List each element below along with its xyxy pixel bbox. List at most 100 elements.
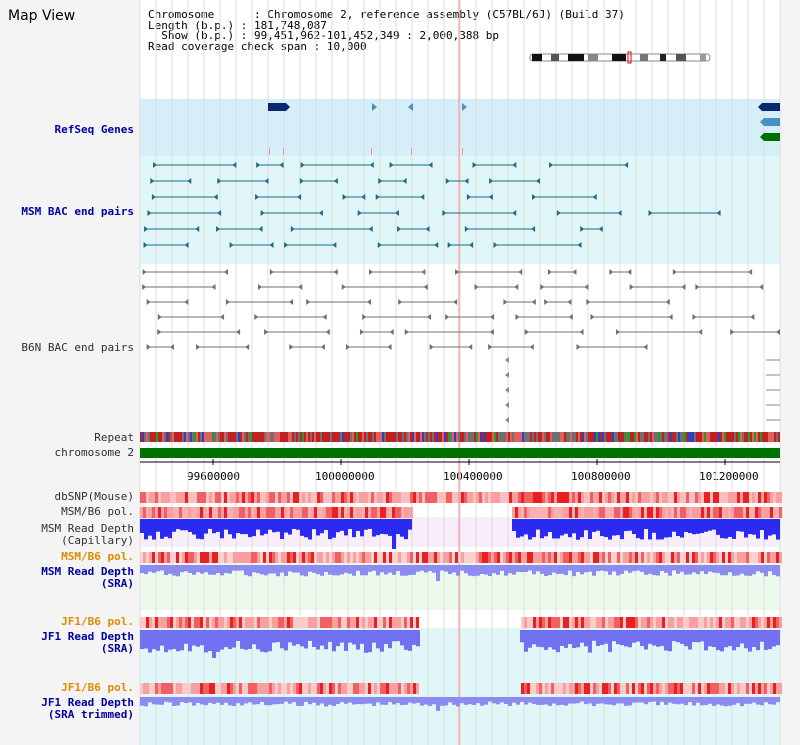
polymorphism-cell [734, 492, 737, 503]
bac-end-marker [378, 178, 383, 184]
polymorphism-cell [707, 492, 710, 503]
read-depth-bar [572, 697, 576, 704]
polymorphism-cell [701, 507, 704, 518]
polymorphism-cell [428, 552, 431, 563]
polymorphism-cell [365, 492, 368, 503]
polymorphism-cell [149, 492, 152, 503]
polymorphism-cell [740, 552, 743, 563]
polymorphism-cell [446, 492, 449, 503]
repeat-segment [268, 432, 270, 442]
polymorphism-cell [200, 683, 203, 694]
polymorphism-cell [599, 552, 602, 563]
polymorphism-cell [584, 492, 587, 503]
polymorphism-cell [575, 617, 578, 628]
repeat-segment [346, 432, 348, 442]
polymorphism-cell [521, 492, 524, 503]
polymorphism-cell [716, 552, 719, 563]
gene-feature [268, 103, 286, 111]
read-depth-bar [596, 565, 600, 572]
bac-end-marker [592, 194, 597, 200]
polymorphism-cell [473, 492, 476, 503]
repeat-segment [752, 432, 754, 442]
polymorphism-cell [320, 552, 323, 563]
bac-end-marker [151, 194, 156, 200]
polymorphism-cell [758, 617, 761, 628]
read-depth-bar [496, 697, 500, 705]
polymorphism-cell [224, 617, 227, 628]
read-depth-bar [692, 565, 696, 573]
read-depth-bar [612, 697, 616, 706]
polymorphism-cell [575, 552, 578, 563]
polymorphism-cell [701, 683, 704, 694]
polymorphism-cell [176, 492, 179, 503]
repeat-segment [290, 432, 292, 442]
polymorphism-cell [758, 507, 761, 518]
polymorphism-cell [452, 492, 455, 503]
polymorphism-cell [350, 552, 353, 563]
read-depth-bar [144, 630, 148, 649]
polymorphism-cell [293, 507, 296, 518]
read-depth-bar [612, 630, 616, 642]
polymorphism-cell [380, 552, 383, 563]
track-label-refseq-genes[interactable]: RefSeq Genes [54, 123, 134, 136]
repeat-segment [658, 432, 660, 442]
polymorphism-cell [227, 507, 230, 518]
polymorphism-cell [578, 552, 581, 563]
read-depth-bar [368, 519, 372, 529]
polymorphism-cell [212, 492, 215, 503]
read-depth-bar [444, 697, 448, 706]
read-depth-bar [368, 697, 372, 704]
polymorphism-cell [629, 552, 632, 563]
read-depth-bar [620, 630, 624, 646]
polymorphism-cell [245, 507, 248, 518]
track-label-b6n-bac[interactable]: B6N BAC end pairs [21, 341, 134, 354]
read-depth-bar [552, 519, 556, 539]
repeat-segment [282, 432, 284, 442]
polymorphism-cell [614, 683, 617, 694]
repeat-segment [434, 432, 436, 442]
read-depth-bar [680, 519, 684, 538]
polymorphism-cell [536, 617, 539, 628]
repeat-segment [232, 432, 234, 442]
read-depth-bar [380, 630, 384, 652]
polymorphism-cell [704, 492, 707, 503]
bac-end-marker [366, 299, 371, 305]
repeat-segment [534, 432, 536, 442]
polymorphism-cell [257, 492, 260, 503]
polymorphism-cell [593, 492, 596, 503]
polymorphism-cell [380, 507, 383, 518]
read-depth-bar [600, 565, 604, 571]
polymorphism-cell [344, 617, 347, 628]
read-depth-bar [708, 697, 712, 704]
polymorphism-cell [473, 552, 476, 563]
polymorphism-cell [689, 617, 692, 628]
read-depth-bar [424, 565, 428, 573]
polymorphism-cell [155, 552, 158, 563]
repeat-segment [742, 432, 744, 442]
polymorphism-cell [683, 617, 686, 628]
polymorphism-cell [614, 507, 617, 518]
track-label-msm-bac[interactable]: MSM BAC end pairs [21, 205, 134, 218]
polymorphism-cell [773, 552, 776, 563]
polymorphism-cell [320, 683, 323, 694]
polymorphism-cell [713, 683, 716, 694]
read-depth-bar [596, 519, 600, 531]
read-depth-bar [240, 697, 244, 706]
read-depth-bar [664, 630, 668, 651]
read-depth-bar [668, 630, 672, 652]
read-depth-bar [676, 697, 680, 705]
repeat-segment [426, 432, 428, 442]
polymorphism-cell [683, 552, 686, 563]
polymorphism-cell [371, 492, 374, 503]
repeat-segment [644, 432, 646, 442]
bac-end-marker [157, 329, 162, 335]
read-depth-bar [340, 565, 344, 575]
read-depth-bar [416, 630, 420, 647]
read-depth-bar [188, 519, 192, 532]
read-depth-bar [656, 565, 660, 576]
repeat-segment [570, 432, 572, 442]
read-depth-bar [236, 519, 240, 534]
polymorphism-cell [623, 507, 626, 518]
read-depth-bar [580, 565, 584, 575]
polymorphism-cell [749, 683, 752, 694]
